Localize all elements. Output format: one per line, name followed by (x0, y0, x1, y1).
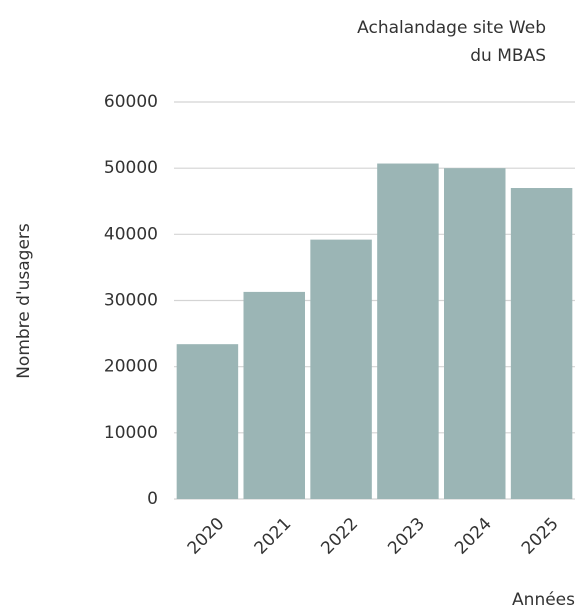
y-tick-label: 20000 (104, 357, 158, 377)
x-tick-label: 2022 (317, 514, 362, 559)
x-axis-label: Années (512, 590, 575, 610)
y-axis-label: Nombre d'usagers (14, 223, 34, 379)
y-tick-label: 50000 (104, 158, 158, 178)
y-tick-label: 40000 (104, 224, 158, 244)
x-tick-label: 2020 (184, 514, 229, 559)
bar (243, 291, 305, 499)
chart-title: Achalandage site Web (357, 18, 546, 38)
bar (510, 188, 573, 499)
bar (377, 163, 439, 499)
bar (176, 344, 239, 499)
x-tick-label: 2023 (384, 514, 429, 559)
bar (444, 168, 506, 499)
chart-title: du MBAS (470, 46, 546, 66)
y-tick-label: 10000 (104, 423, 158, 443)
bar (310, 239, 372, 500)
x-tick-label: 2021 (251, 514, 296, 559)
y-tick-label: 0 (147, 489, 158, 509)
y-tick-label: 30000 (104, 291, 158, 311)
y-tick-label: 60000 (104, 92, 158, 112)
x-tick-label: 2025 (518, 514, 563, 559)
x-tick-label: 2024 (451, 514, 496, 559)
